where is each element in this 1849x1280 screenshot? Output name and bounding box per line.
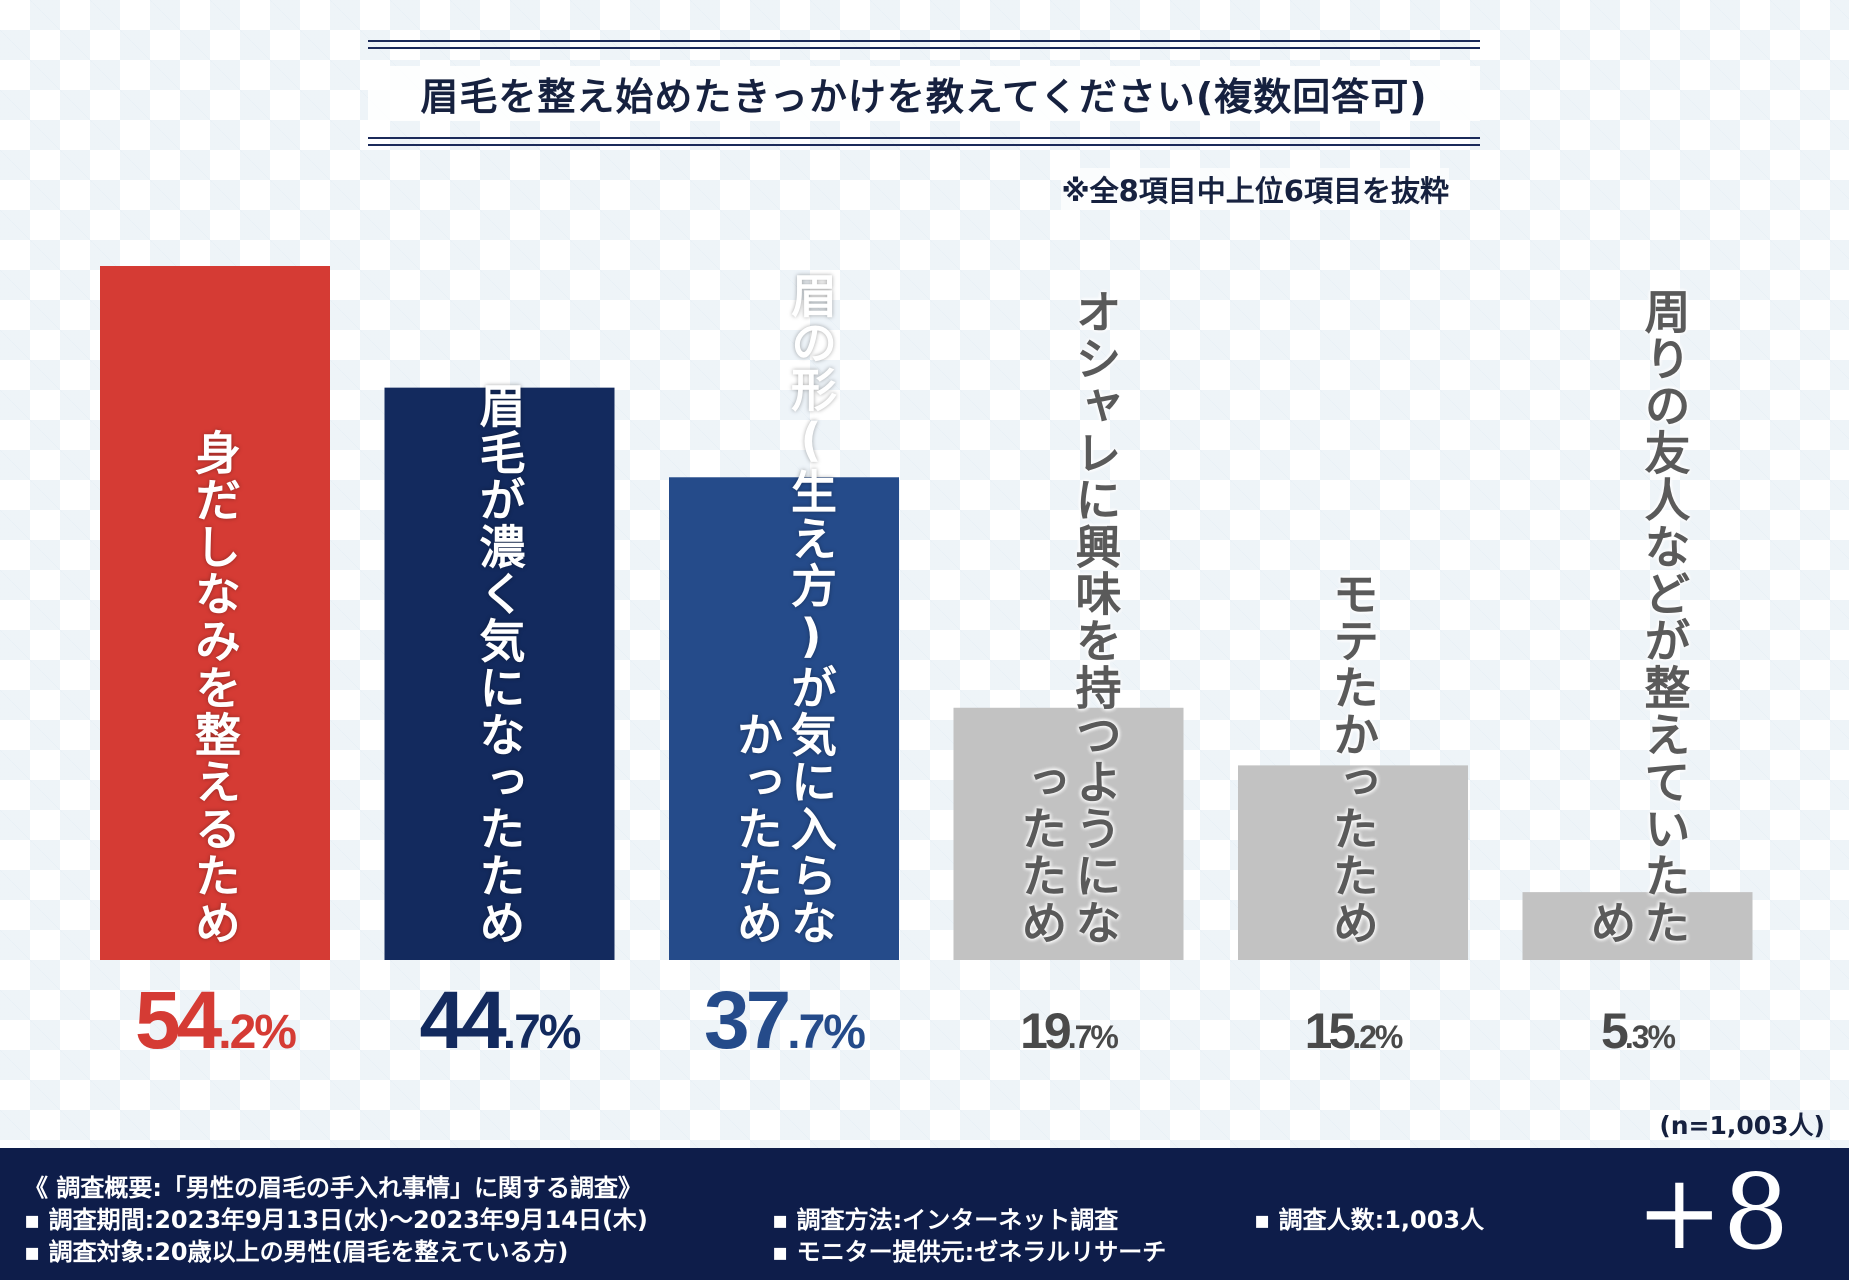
chart-note: ※全8項目中上位6項目を抜粋: [1061, 168, 1449, 210]
survey-footer: 《 調査概要:「男性の眉毛の手入れ事情」に関する調査》 ▪ 調査期間:2023年…: [0, 1148, 1849, 1280]
category-label: 身だしなみを整えるため: [188, 429, 242, 946]
value-label-4: 19.7%: [1020, 1003, 1118, 1059]
top-rule-inner: [368, 47, 1480, 49]
bar-label-4: オシャレに興味を持つようになったため: [1014, 288, 1123, 946]
value-label-2: 44.7%: [420, 975, 581, 1066]
value-label-3: 37.7%: [704, 975, 865, 1066]
bar-chart: 身だしなみを整えるため 54.2% 眉毛が濃く気になったため 44.7% 眉の形(生え方…: [100, 266, 1753, 1066]
bar-label-1: 身だしなみを整えるため: [188, 429, 242, 946]
category-label: オシャレに興味を持つようになったため: [1014, 288, 1123, 946]
category-label: 周りの友人などが整えていたため: [1583, 288, 1692, 946]
bar-4: [953, 707, 1184, 960]
bar-1: [100, 266, 330, 960]
bar-label-6: 周りの友人などが整えていたため: [1583, 288, 1692, 946]
chart-header: 眉毛を整え始めたきっかけを教えてください(複数回答可): [368, 40, 1480, 150]
chart-title: 眉毛を整え始めたきっかけを教えてください(複数回答可): [368, 66, 1480, 121]
survey-method: ▪ 調査方法:インターネット調査: [772, 1206, 1119, 1234]
top-rule: [368, 40, 1480, 42]
bar-2: [384, 387, 615, 960]
survey-count: ▪ 調査人数:1,003人: [1254, 1206, 1485, 1234]
category-label: 眉毛が濃く気になったため: [472, 382, 527, 946]
survey-summary: 《 調査概要:「男性の眉毛の手入れ事情」に関する調査》: [24, 1174, 642, 1202]
survey-period: ▪ 調査期間:2023年9月13日(水)〜2023年9月14日(木): [24, 1206, 648, 1234]
sample-size: (n=1,003人): [1659, 1111, 1825, 1140]
survey-target: ▪ 調査対象:20歳以上の男性(眉毛を整えている方): [24, 1238, 569, 1266]
bottom-rule-inner: [368, 137, 1480, 139]
category-label: モテたかったため: [1326, 570, 1380, 946]
brand-logo: +8: [1635, 1151, 1789, 1273]
bar-3: [669, 477, 899, 960]
value-label-1: 54.2%: [135, 975, 296, 1066]
bar-label-3: 眉の形(生え方)が気に入らなかったため: [730, 272, 838, 946]
category-label: 眉の形(生え方)が気に入らなかったため: [730, 272, 838, 946]
bar-label-2: 眉毛が濃く気になったため: [472, 382, 527, 946]
bar-5: [1238, 765, 1468, 960]
bottom-rule: [368, 144, 1480, 146]
value-label-5: 15.2%: [1305, 1003, 1403, 1059]
bar-6: [1522, 892, 1753, 960]
survey-provider: ▪ モニター提供元:ゼネラルリサーチ: [772, 1238, 1167, 1266]
bar-label-5: モテたかったため: [1326, 570, 1380, 946]
value-label-6: 5.3%: [1601, 1003, 1676, 1059]
